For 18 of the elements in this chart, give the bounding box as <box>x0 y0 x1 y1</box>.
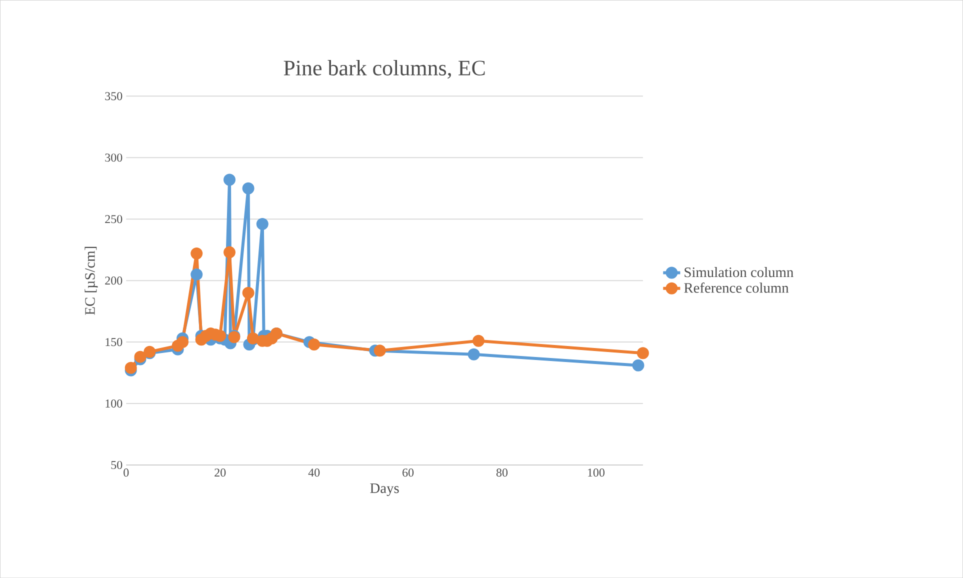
legend-label: Reference column <box>684 282 789 293</box>
y-tick-label: 100 <box>106 399 122 408</box>
x-tick-label: 20 <box>214 468 226 477</box>
x-tick-label: 60 <box>402 468 414 477</box>
chart-title: Pine bark columns, EC <box>284 60 485 79</box>
y-tick-label: 350 <box>105 92 122 100</box>
legend-label: Simulation column <box>684 266 794 278</box>
y-tick-label: 150 <box>106 338 122 346</box>
x-axis-title: Days <box>370 483 399 496</box>
x-tick-label: 40 <box>308 468 320 477</box>
x-tick-label: 0 <box>124 468 129 477</box>
x-tick-label: 100 <box>588 468 604 477</box>
y-tick-label: 300 <box>105 154 122 162</box>
y-tick-label: 200 <box>105 276 122 285</box>
y-tick-label: 250 <box>105 214 122 224</box>
x-tick-label: 80 <box>496 468 508 477</box>
y-axis-title: EC [µS/cm] <box>84 246 98 315</box>
y-tick-label: 50 <box>111 460 122 469</box>
